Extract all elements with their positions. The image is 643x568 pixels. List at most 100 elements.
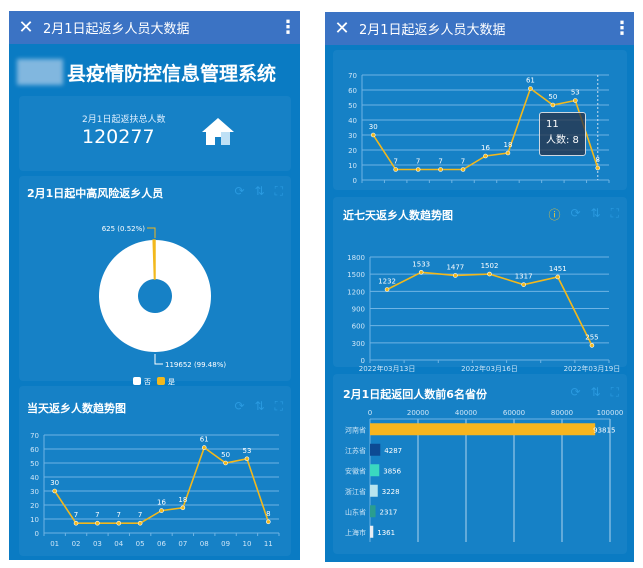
bar: [370, 505, 376, 518]
data-label: 50: [548, 93, 557, 101]
province-title: 2月1日起返回人数前6名省份: [343, 388, 487, 401]
data-label: 8: [266, 510, 270, 518]
y-category-label: 浙江省: [345, 487, 366, 496]
header-title: 2月1日起返乡人员大数据: [43, 22, 190, 37]
bar: [370, 423, 596, 436]
legend-label: 否: [144, 378, 151, 386]
y-tick-label: 60: [30, 446, 39, 454]
daily-title: 当天返乡人数趋势图: [27, 402, 126, 415]
data-label: 53: [242, 447, 251, 455]
bar-value-label: 1361: [377, 529, 395, 537]
data-point: [223, 460, 228, 466]
risk-pie-chart: 625 (0.52%) 119652 (99.48%) 否 是: [99, 225, 226, 386]
home-icon: [202, 118, 234, 145]
data-point: [550, 102, 556, 108]
refresh-icon[interactable]: ⟳: [570, 385, 581, 399]
data-label: 18: [178, 496, 187, 504]
data-point: [370, 132, 376, 138]
data-label: 1533: [412, 260, 430, 268]
x-tick-label: 03: [93, 540, 102, 548]
app-header: ✕ 2月1日起返乡人员大数据 ⋮: [325, 12, 634, 45]
bar-value-label: 4287: [384, 447, 402, 455]
data-point: [483, 153, 488, 159]
daily-card: 当天返乡人数趋势图 ⟳ ⇅ ⛶: [19, 386, 291, 556]
data-point: [418, 269, 424, 275]
data-label: 7: [461, 158, 465, 166]
x-tick-label: 09: [221, 540, 230, 548]
y-tick-label: 60: [348, 87, 357, 95]
sort-icon[interactable]: ⇅: [254, 399, 265, 413]
data-point: [487, 271, 492, 277]
sort-icon[interactable]: ⇅: [590, 385, 601, 399]
close-icon[interactable]: ✕: [334, 18, 350, 39]
total-label: 2月1日起返扶总人数: [82, 115, 166, 125]
y-category-label: 江苏省: [345, 446, 366, 455]
y-tick-label: 900: [352, 306, 365, 314]
data-point: [573, 98, 578, 103]
fullscreen-icon[interactable]: ⛶: [610, 385, 619, 399]
header-title: 2月1日起返乡人员大数据: [359, 23, 506, 38]
y-category-label: 河南省: [345, 425, 366, 434]
legend-swatch: [157, 377, 165, 385]
y-tick-label: 600: [352, 323, 365, 331]
bar-value-label: 3228: [382, 488, 400, 496]
x-tick-label: 2022年03月16日: [461, 364, 518, 372]
y-tick-label: 1800: [347, 254, 365, 262]
total-value: 120277: [82, 126, 155, 148]
fullscreen-icon[interactable]: ⛶: [274, 399, 283, 413]
y-category-label: 安徽省: [345, 466, 366, 475]
data-point: [393, 167, 398, 172]
data-label: 16: [481, 144, 490, 152]
more-vertical-icon[interactable]: ⋮: [613, 18, 631, 39]
data-label: 53: [571, 89, 580, 97]
y-category-label: 山东省: [345, 507, 366, 516]
refresh-icon[interactable]: ⟳: [234, 399, 245, 413]
data-point: [415, 167, 421, 172]
y-tick-label: 30: [348, 132, 357, 140]
data-point: [460, 167, 466, 172]
data-point: [453, 273, 458, 278]
data-point: [73, 520, 79, 526]
y-tick-label: 1200: [347, 288, 365, 296]
daily-line-chart: 0 10 20 30 40 50 60 70 01 02 03 04 05 06 07 08 09 10 11 30 7…: [30, 432, 280, 548]
redacted-name: [17, 59, 63, 85]
sort-icon[interactable]: ⇅: [590, 206, 601, 220]
x-tick-label: 01: [50, 540, 59, 548]
data-label: 18: [503, 141, 512, 149]
province-bar-chart: 0 20000 40000 60000 80000 100000 河南省 93815 江苏省 42…: [345, 409, 623, 542]
y-tick-label: 20: [348, 147, 357, 155]
week-card: 近七天返乡人数趋势图 ⓘ ⟳ ⇅ ⛶: [333, 197, 627, 367]
pie-slice: [99, 240, 212, 352]
chart-tooltip: 11 人数: 8: [539, 112, 586, 156]
data-point: [201, 445, 207, 450]
data-point: [505, 150, 511, 156]
refresh-icon[interactable]: ⟳: [234, 184, 245, 198]
y-tick-label: 50: [348, 102, 357, 110]
bar-value-label: 3856: [383, 467, 401, 475]
fullscreen-icon[interactable]: ⛶: [274, 184, 283, 198]
y-tick-label: 10: [30, 516, 39, 524]
y-tick-label: 40: [348, 117, 357, 125]
sort-icon[interactable]: ⇅: [254, 184, 265, 198]
data-label: 8: [596, 156, 600, 164]
fullscreen-icon[interactable]: ⛶: [610, 206, 619, 220]
left-phone-screen: ✕ 2月1日起返乡人员大数据 ⋮ 县疫情防控信息管理系统 2月1日起返扶总人数 …: [9, 11, 300, 560]
bar: [370, 484, 378, 497]
more-vertical-icon[interactable]: ⋮: [279, 17, 297, 38]
y-tick-label: 10: [348, 162, 357, 170]
data-label: 7: [95, 511, 99, 519]
close-icon[interactable]: ✕: [18, 17, 34, 38]
total-card: 2月1日起返扶总人数 120277: [19, 96, 291, 171]
data-point: [95, 520, 100, 526]
x-tick-label: 60000: [503, 409, 525, 417]
data-point: [528, 86, 533, 91]
y-tick-label: 1500: [347, 271, 365, 279]
refresh-icon[interactable]: ⟳: [570, 206, 581, 220]
bar: [370, 443, 381, 456]
y-tick-label: 0: [353, 177, 357, 185]
info-icon[interactable]: ⓘ: [548, 208, 561, 222]
data-label: 16: [157, 499, 166, 507]
data-point: [266, 519, 271, 525]
data-point: [438, 167, 443, 172]
data-label: 1502: [481, 262, 499, 270]
